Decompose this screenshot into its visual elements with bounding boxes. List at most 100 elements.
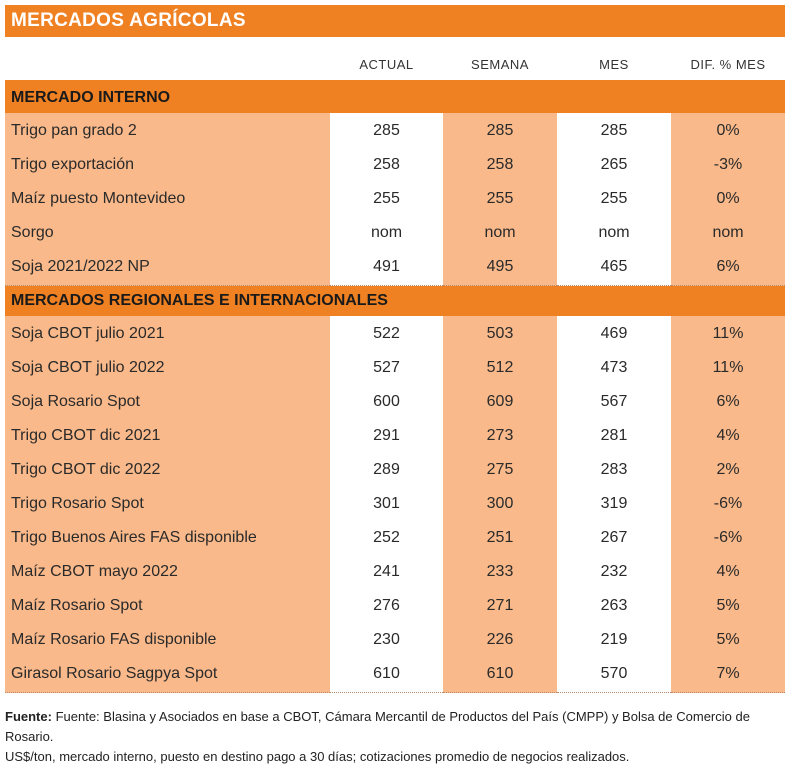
semana-cell: 251: [443, 520, 557, 557]
actual-cell: 255: [330, 181, 443, 218]
semana-cell: 255: [443, 181, 557, 218]
table-row: Soja 2021/2022 NP 491 495 465 6%: [5, 249, 785, 286]
row-label: Trigo pan grado 2: [5, 113, 330, 150]
mes-cell: 283: [557, 452, 671, 489]
dif-cell: -3%: [671, 147, 785, 184]
dif-cell: 4%: [671, 418, 785, 455]
mes-cell: 465: [557, 249, 671, 286]
table-row: Maíz puesto Montevideo 255 255 255 0%: [5, 181, 785, 218]
table-row: Trigo CBOT dic 2022 289 275 283 2%: [5, 452, 785, 489]
actual-cell: 522: [330, 316, 443, 353]
actual-cell: 610: [330, 656, 443, 693]
row-label: Trigo CBOT dic 2021: [5, 418, 330, 455]
semana-cell: 300: [443, 486, 557, 523]
mes-cell: 265: [557, 147, 671, 184]
row-label: Girasol Rosario Sagpya Spot: [5, 656, 330, 693]
actual-cell: 276: [330, 588, 443, 625]
semana-cell: nom: [443, 215, 557, 252]
mes-cell: 469: [557, 316, 671, 353]
footer: Fuente: Fuente: Blasina y Asociados en b…: [5, 707, 785, 767]
actual-cell: 252: [330, 520, 443, 557]
table-row: Trigo CBOT dic 2021 291 273 281 4%: [5, 418, 785, 455]
mes-cell: 319: [557, 486, 671, 523]
row-label: Maíz Rosario FAS disponible: [5, 622, 330, 659]
mes-cell: 232: [557, 554, 671, 591]
actual-cell: nom: [330, 215, 443, 252]
dif-cell: -6%: [671, 520, 785, 557]
mes-cell: 473: [557, 350, 671, 387]
row-label: Maíz CBOT mayo 2022: [5, 554, 330, 591]
row-label: Trigo CBOT dic 2022: [5, 452, 330, 489]
table-row: Trigo exportación 258 258 265 -3%: [5, 147, 785, 184]
table-row: Soja CBOT julio 2022 527 512 473 11%: [5, 350, 785, 387]
table-row: Sorgo nom nom nom nom: [5, 215, 785, 252]
table-row: Maíz Rosario FAS disponible 230 226 219 5%: [5, 622, 785, 659]
semana-cell: 226: [443, 622, 557, 659]
dif-cell: 0%: [671, 181, 785, 218]
table-row: Soja CBOT julio 2021 522 503 469 11%: [5, 316, 785, 353]
dif-cell: 5%: [671, 622, 785, 659]
actual-cell: 258: [330, 147, 443, 184]
table-row: Trigo Rosario Spot 301 300 319 -6%: [5, 486, 785, 523]
row-label: Trigo Buenos Aires FAS disponible: [5, 520, 330, 557]
semana-cell: 503: [443, 316, 557, 353]
col-semana: SEMANA: [471, 57, 529, 72]
row-label: Trigo Rosario Spot: [5, 486, 330, 523]
dif-cell: 2%: [671, 452, 785, 489]
row-label: Soja CBOT julio 2022: [5, 350, 330, 387]
col-actual: ACTUAL: [359, 57, 414, 72]
actual-cell: 301: [330, 486, 443, 523]
mes-cell: 263: [557, 588, 671, 625]
actual-cell: 491: [330, 249, 443, 286]
mes-cell: 567: [557, 384, 671, 421]
table-row: Soja Rosario Spot 600 609 567 6%: [5, 384, 785, 421]
table-row: Trigo pan grado 2 285 285 285 0%: [5, 113, 785, 150]
semana-cell: 258: [443, 147, 557, 184]
table-row: Maíz Rosario Spot 276 271 263 5%: [5, 588, 785, 625]
table-row: Maíz CBOT mayo 2022 241 233 232 4%: [5, 554, 785, 591]
mes-cell: 267: [557, 520, 671, 557]
semana-cell: 271: [443, 588, 557, 625]
section-header: MERCADO INTERNO: [5, 80, 785, 113]
dif-cell: 7%: [671, 656, 785, 693]
row-label: Soja 2021/2022 NP: [5, 249, 330, 286]
column-headers: ACTUAL SEMANA MES DIF. % MES: [5, 37, 785, 80]
table-row: Girasol Rosario Sagpya Spot 610 610 570 7%: [5, 656, 785, 693]
actual-cell: 527: [330, 350, 443, 387]
semana-cell: 495: [443, 249, 557, 286]
semana-cell: 275: [443, 452, 557, 489]
footer-note: US$/ton, mercado interno, puesto en dest…: [5, 749, 630, 764]
row-label: Sorgo: [5, 215, 330, 252]
semana-cell: 273: [443, 418, 557, 455]
col-mes: MES: [599, 57, 629, 72]
actual-cell: 291: [330, 418, 443, 455]
mes-cell: 285: [557, 113, 671, 150]
actual-cell: 230: [330, 622, 443, 659]
actual-cell: 289: [330, 452, 443, 489]
semana-cell: 610: [443, 656, 557, 693]
dif-cell: -6%: [671, 486, 785, 523]
table-title: MERCADOS AGRÍCOLAS: [5, 5, 785, 37]
dif-cell: 6%: [671, 249, 785, 286]
dif-cell: 11%: [671, 316, 785, 353]
dif-cell: 4%: [671, 554, 785, 591]
dif-cell: 0%: [671, 113, 785, 150]
semana-cell: 233: [443, 554, 557, 591]
row-label: Maíz Rosario Spot: [5, 588, 330, 625]
semana-cell: 285: [443, 113, 557, 150]
col-dif: DIF. % MES: [690, 57, 766, 72]
mes-cell: 219: [557, 622, 671, 659]
dif-cell: 11%: [671, 350, 785, 387]
mes-cell: 570: [557, 656, 671, 693]
mes-cell: 281: [557, 418, 671, 455]
semana-cell: 609: [443, 384, 557, 421]
actual-cell: 241: [330, 554, 443, 591]
markets-table: MERCADOS AGRÍCOLAS ACTUAL SEMANA MES DIF…: [5, 5, 785, 693]
row-label: Trigo exportación: [5, 147, 330, 184]
dif-cell: nom: [671, 215, 785, 252]
mes-cell: nom: [557, 215, 671, 252]
dif-cell: 5%: [671, 588, 785, 625]
actual-cell: 600: [330, 384, 443, 421]
row-label: Soja CBOT julio 2021: [5, 316, 330, 353]
row-label: Maíz puesto Montevideo: [5, 181, 330, 218]
